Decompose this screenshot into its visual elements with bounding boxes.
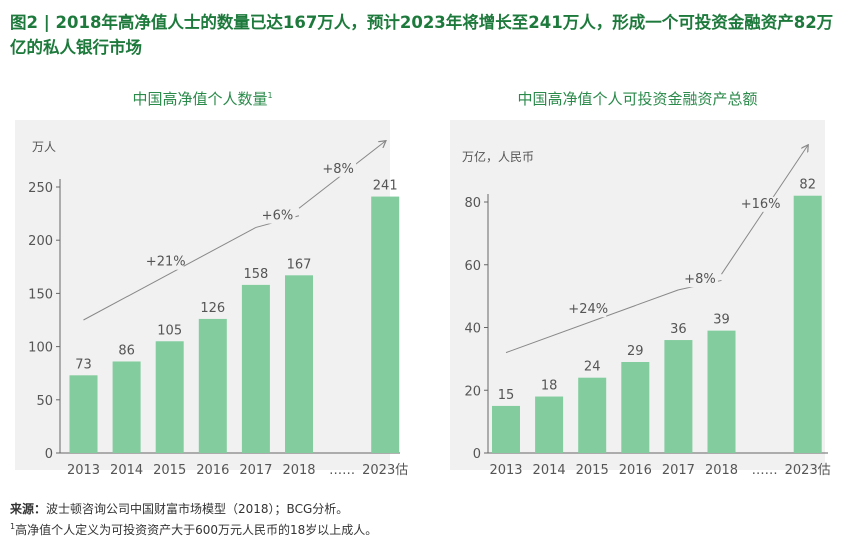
bar-value-label: 36 <box>670 322 687 337</box>
bar <box>793 195 822 453</box>
bar-value-label: 158 <box>243 267 268 282</box>
chart-title-hnwi-count-text: 中国高净值个人数量 <box>132 90 268 108</box>
y-tick-label: 50 <box>36 394 53 409</box>
x-tick-label: 2014 <box>110 463 143 478</box>
x-tick-label: 2015 <box>153 463 186 478</box>
x-tick-label: 2017 <box>662 463 695 478</box>
bar <box>707 330 736 453</box>
bar <box>198 318 227 453</box>
bar-value-label: 24 <box>584 360 601 375</box>
bar <box>285 275 313 453</box>
chart-title-footnote-mark: 1 <box>267 91 273 100</box>
bar-value-label: 15 <box>498 388 515 403</box>
y-tick-label: 0 <box>473 447 481 462</box>
x-tick-label: 2015 <box>576 463 609 478</box>
bar <box>535 396 564 453</box>
y-tick-label: 150 <box>28 287 53 302</box>
y-tick-label: 100 <box>28 341 53 356</box>
growth-rate-label: +8% <box>322 162 354 177</box>
bar <box>664 340 693 453</box>
growth-label-bg <box>570 302 607 318</box>
bar-value-label: 126 <box>200 301 225 316</box>
growth-trend-line <box>83 226 257 321</box>
growth-label-bg <box>681 272 718 288</box>
x-tick-label: 2013 <box>489 463 522 478</box>
page-title: 图2 | 2018年高净值人士的数量已达167万人，预计2023年将增长至241… <box>10 13 834 57</box>
growth-rate-label: +21% <box>146 255 186 270</box>
x-tick-label: 2017 <box>239 463 272 478</box>
y-tick-label: 60 <box>464 259 481 274</box>
growth-rate-label: +8% <box>684 272 716 287</box>
growth-label-bg <box>320 161 357 177</box>
x-tick-label: …… <box>752 463 778 478</box>
x-tick-label: 2014 <box>533 463 566 478</box>
x-tick-label: …… <box>329 463 355 478</box>
bar <box>69 375 98 453</box>
x-tick-label: 2016 <box>196 463 229 478</box>
bar-value-label: 73 <box>75 357 92 372</box>
chart-title-hnwi-count: 中国高净值个人数量1 <box>15 88 390 109</box>
y-tick-label: 250 <box>28 181 53 196</box>
bar-value-label: 39 <box>713 313 730 328</box>
bar-value-label: 167 <box>287 257 312 272</box>
bar-value-label: 82 <box>799 178 816 193</box>
growth-label-bg <box>147 254 184 270</box>
x-tick-label: 2023估 <box>362 463 408 478</box>
growth-label-bg <box>742 196 779 212</box>
bar <box>621 362 650 453</box>
bar <box>155 341 184 453</box>
x-tick-label: 2018 <box>282 463 315 478</box>
y-tick-label: 20 <box>464 384 481 399</box>
y-axis-unit-label: 万亿，人民币 <box>462 149 534 164</box>
y-tick-label: 80 <box>464 196 481 211</box>
bar <box>492 405 520 453</box>
growth-rate-label: +6% <box>262 209 294 224</box>
source-label: 来源： <box>10 502 47 516</box>
x-tick-label: 2023估 <box>785 463 831 478</box>
source-text: 波士顿咨询公司中国财富市场模型（2018）；BCG分析。 <box>46 502 349 516</box>
bar-value-label: 18 <box>541 379 558 394</box>
growth-trend-line <box>505 289 679 354</box>
x-tick-label: 2016 <box>619 463 652 478</box>
bar <box>241 284 270 453</box>
y-tick-label: 200 <box>28 234 53 249</box>
y-tick-label: 0 <box>45 447 53 462</box>
bar <box>578 377 607 453</box>
bar <box>371 196 400 454</box>
footnote-text: 高净值个人定义为可投资资产大于600万元人民币的18岁以上成人。 <box>15 523 378 537</box>
growth-label-bg <box>259 208 296 224</box>
x-tick-label: 2013 <box>67 463 100 478</box>
chart-title-hnwi-assets: 中国高净值个人可投资金融资产总额 <box>517 90 758 108</box>
growth-rate-label: +16% <box>741 197 781 212</box>
footnote: 1高净值个人定义为可投资资产大于600万元人民币的18岁以上成人。 <box>10 518 377 539</box>
bar-value-label: 105 <box>157 323 182 338</box>
bar-value-label: 86 <box>118 343 135 358</box>
bar-value-label: 241 <box>373 179 398 194</box>
y-axis-unit-label: 万人 <box>32 140 56 154</box>
y-tick-label: 40 <box>464 322 481 337</box>
source-note: 来源：波士顿咨询公司中国财富市场模型（2018）；BCG分析。 <box>10 500 348 518</box>
growth-rate-label: +24% <box>568 302 608 317</box>
x-tick-label: 2018 <box>705 463 738 478</box>
bar <box>112 361 141 453</box>
footnote-mark: 1 <box>10 522 16 531</box>
bar-value-label: 29 <box>627 344 644 359</box>
